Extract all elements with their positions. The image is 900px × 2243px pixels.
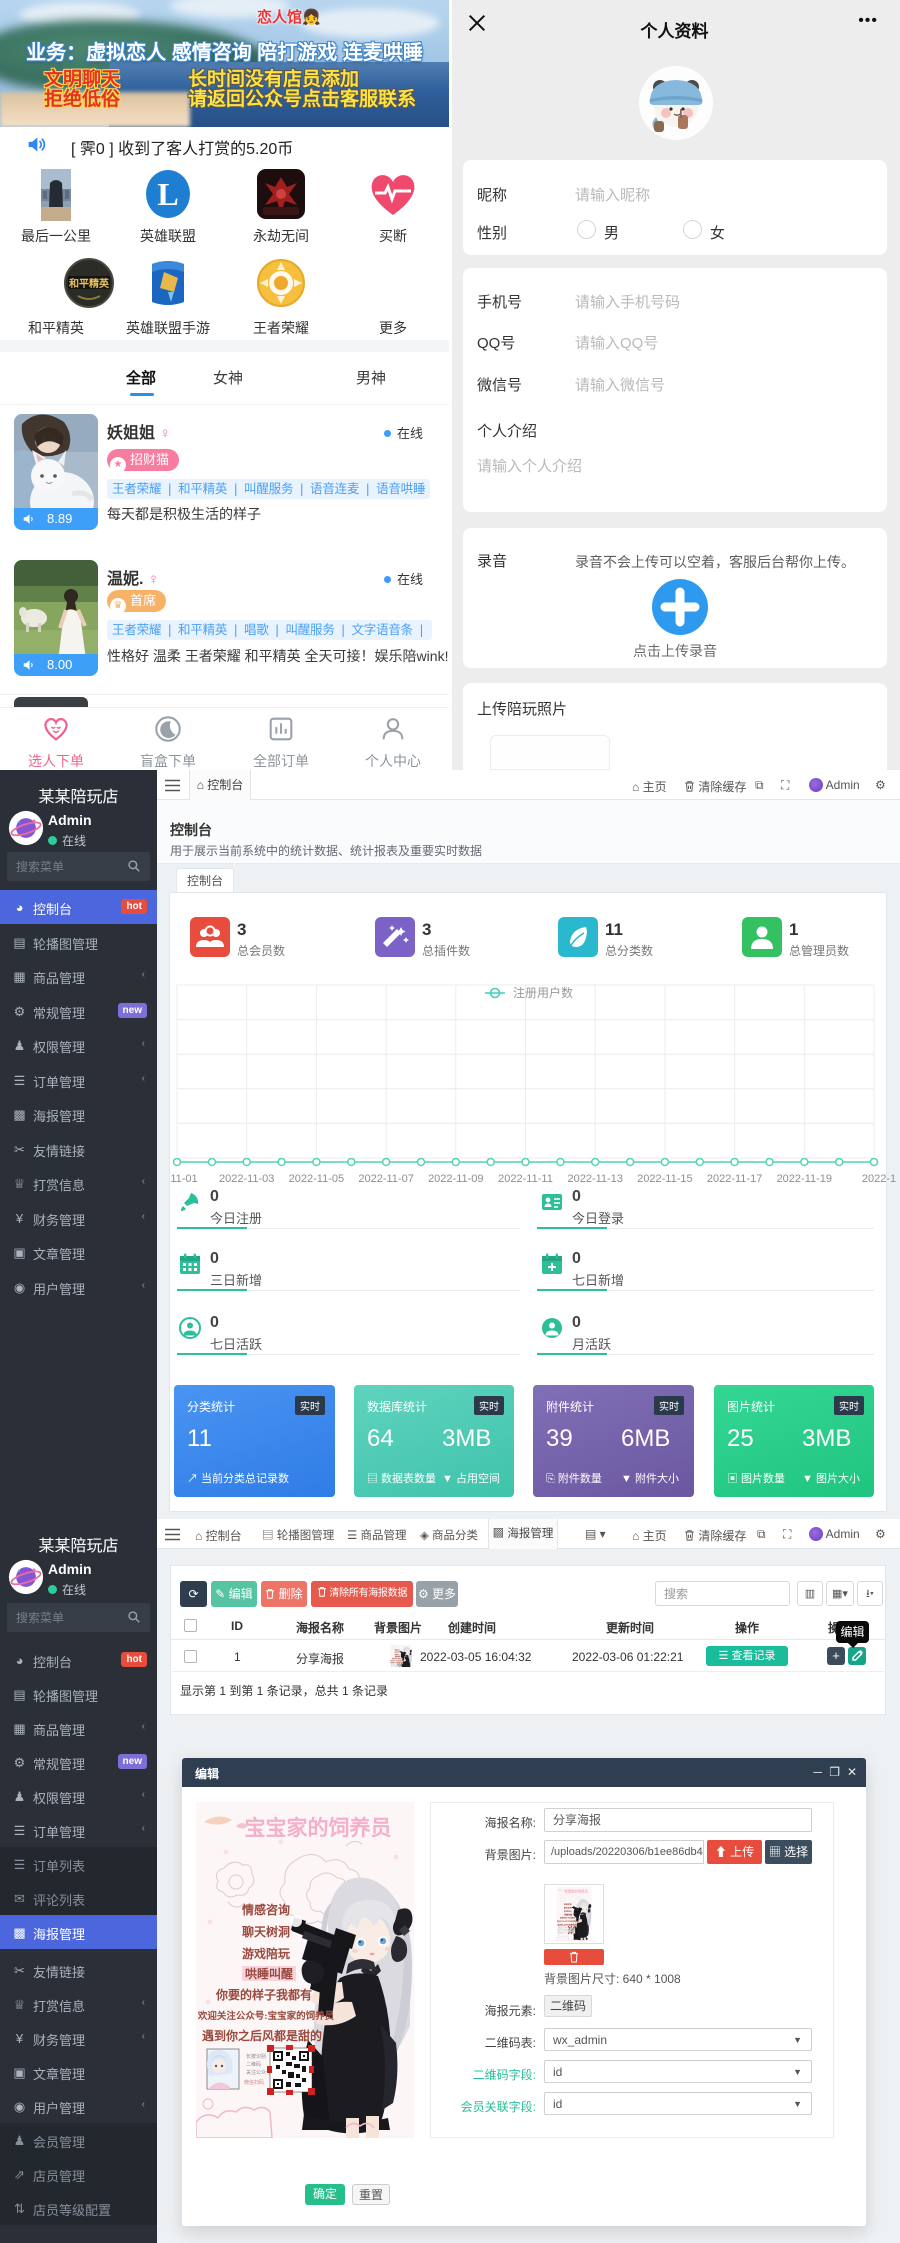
svg-text:2022-11-19: 2022-11-19 [777,1173,832,1185]
svg-text:2022-11-17: 2022-11-17 [707,1173,762,1185]
svg-text:L: L [157,176,178,212]
svg-text:和平精英: 和平精英 [68,277,110,290]
svg-text:2022-11-09: 2022-11-09 [428,1173,483,1185]
svg-text:2022-11-13: 2022-11-13 [567,1173,622,1185]
svg-text:2022-11-03: 2022-11-03 [219,1173,274,1185]
svg-text:2022-11-11: 2022-11-11 [498,1173,553,1185]
svg-text:11-01: 11-01 [170,1173,197,1185]
svg-text:2022-11-15: 2022-11-15 [637,1173,692,1185]
svg-text:注册用户数: 注册用户数 [513,985,573,1000]
svg-text:2022-11-07: 2022-11-07 [358,1173,413,1185]
svg-text:2022-1: 2022-1 [862,1173,896,1185]
svg-text:2022-11-05: 2022-11-05 [289,1173,344,1185]
